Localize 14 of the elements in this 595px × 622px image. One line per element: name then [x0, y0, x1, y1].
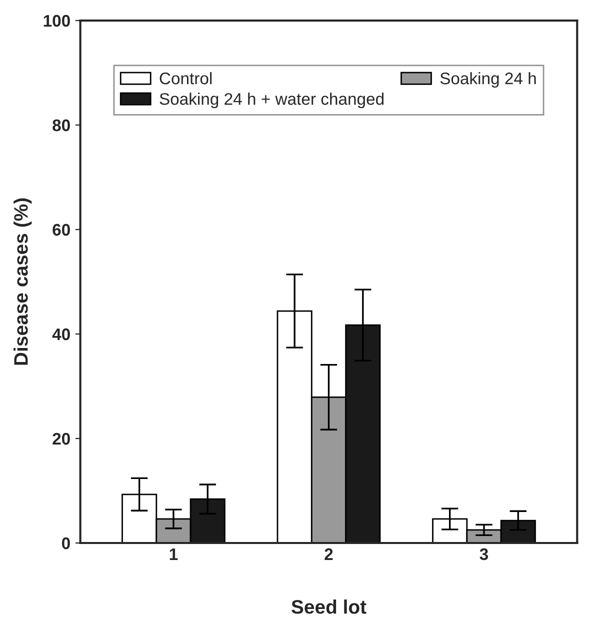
- x-axis-title: Seed lot: [291, 600, 366, 614]
- legend-label: Soaking 24 h: [440, 72, 536, 88]
- y-tick-label: 80: [52, 119, 70, 132]
- y-axis-title: Disease cases (%): [14, 198, 32, 365]
- y-tick-label: 20: [52, 432, 70, 445]
- x-tick-label: 1: [170, 548, 178, 560]
- y-tick-label: 0: [62, 537, 70, 550]
- legend-label: Control: [160, 72, 212, 84]
- y-tick-label: 40: [52, 328, 70, 340]
- x-tick-label: 2: [324, 548, 333, 560]
- y-tick-label: 60: [52, 224, 70, 236]
- y-tick-label: 100: [44, 14, 70, 27]
- legend-label: Soaking 24 h + water changed: [160, 92, 384, 108]
- x-tick-label: 3: [480, 548, 488, 560]
